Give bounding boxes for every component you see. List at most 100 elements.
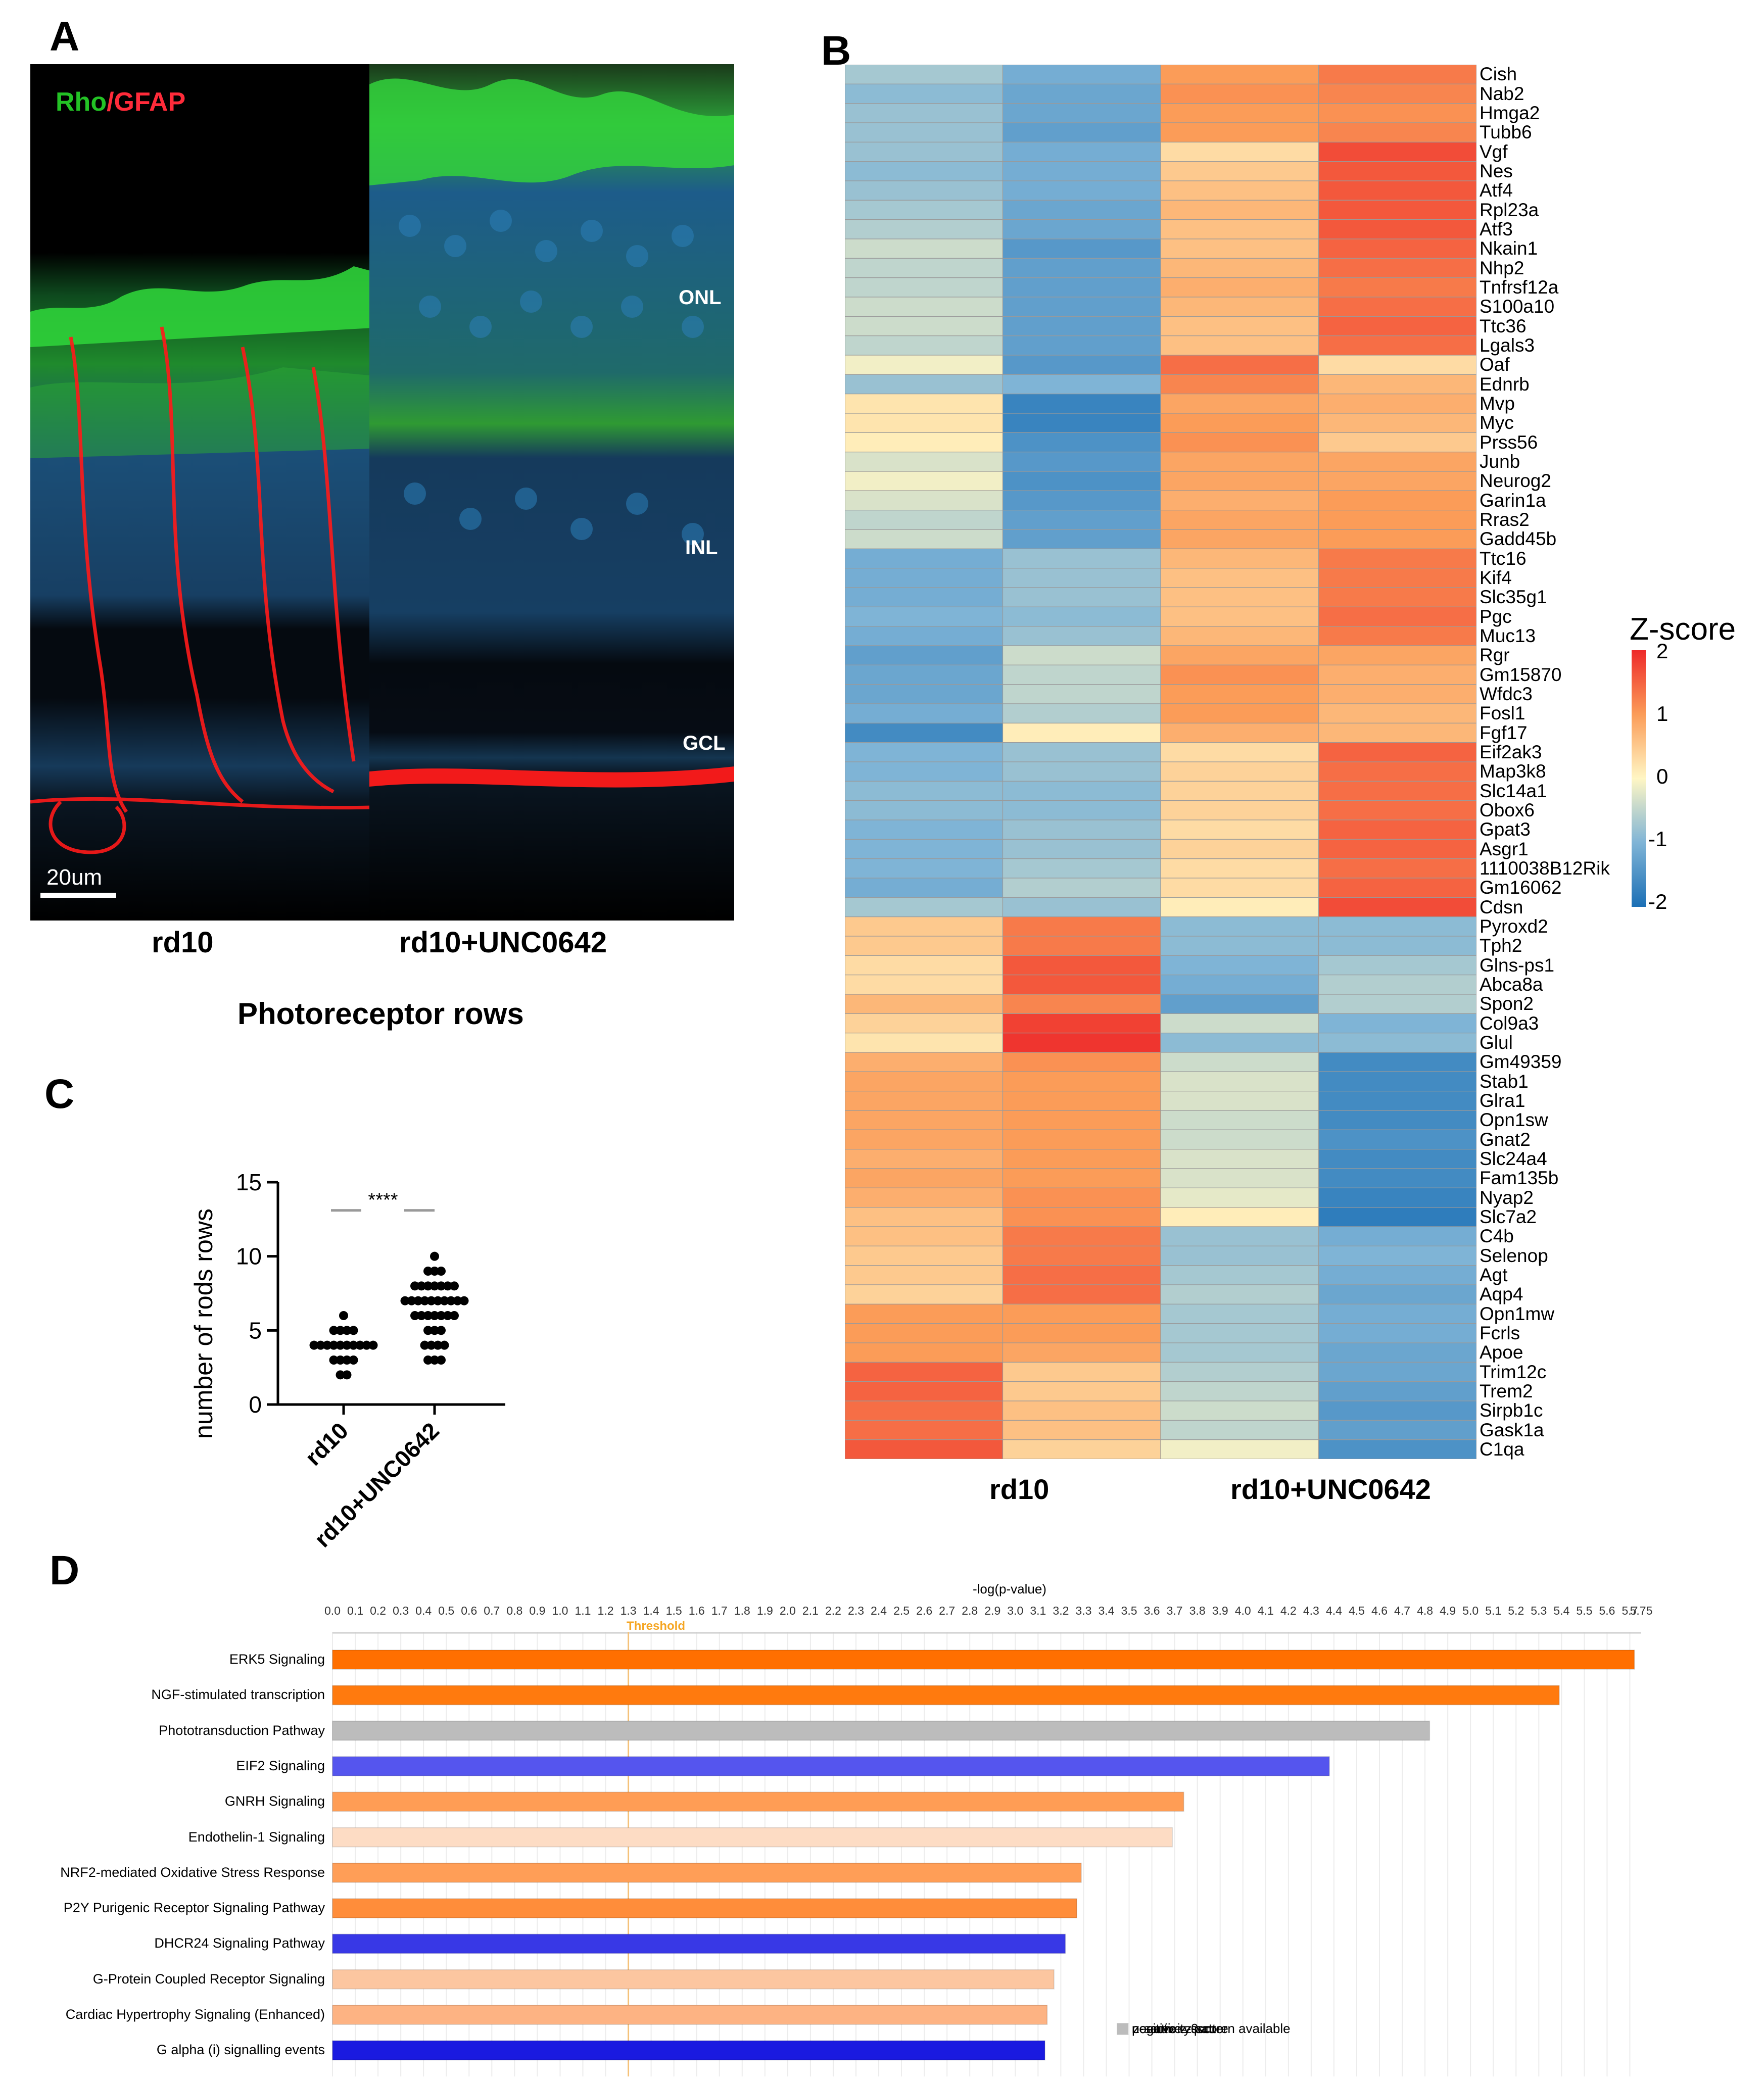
chart-c-point-rd10-2 (342, 1370, 352, 1380)
heatmap-cell-s100a10-4 (1318, 297, 1476, 317)
chart-c-point-rd10-unc0642-8 (417, 1281, 426, 1291)
chart-c-point-rd10-unc0642-6 (437, 1311, 446, 1320)
chart-d-tick-2-6: 2.6 (916, 1604, 933, 1617)
heatmap-cell-nhp2-4 (1318, 258, 1476, 278)
chart-d-bar-dhcr24-signaling-pathway (332, 1933, 1066, 1954)
chart-c-point-rd10-unc0642-7 (446, 1296, 456, 1305)
heatmap-cell-garin1a-1 (845, 490, 1004, 511)
chart-d-tick-1-8: 1.8 (734, 1604, 750, 1617)
heatmap-cell-pgc-2 (1002, 606, 1161, 627)
heatmap-cell-cish-4 (1318, 65, 1476, 84)
heatmap-cell-nes-1 (845, 161, 1004, 181)
heatmap-cell-trem2-3 (1160, 1381, 1319, 1401)
gene-label-mvp: Mvp (1480, 393, 1515, 414)
heatmap-cell-col9a3-1 (845, 1013, 1004, 1034)
scale-tick-0: 0 (1656, 764, 1668, 788)
chart-d-tick-4-8: 4.8 (1417, 1604, 1434, 1617)
gene-label-slc24a4: Slc24a4 (1480, 1148, 1547, 1169)
heatmap-cell-tph2-3 (1160, 936, 1319, 956)
chart-d-tick-2-8: 2.8 (962, 1604, 978, 1617)
heatmap-cell-ednrb-1 (845, 374, 1004, 395)
heatmap-cell-slc35g1-2 (1002, 587, 1161, 607)
heatmap-cell-nab2-4 (1318, 83, 1476, 104)
heatmap-cell-gnat2-2 (1002, 1129, 1161, 1150)
gene-label-gask1a: Gask1a (1480, 1419, 1544, 1440)
chart-c-point-rd10-unc0642-7 (440, 1296, 449, 1305)
heatmap-cell-gpat3-3 (1160, 819, 1319, 840)
heatmap-cell-ttc16-4 (1318, 548, 1476, 569)
scale-tick-1: 1 (1656, 702, 1668, 725)
micrograph-rd10-image (30, 64, 391, 921)
heatmap-cell-garin1a-4 (1318, 490, 1476, 511)
gene-label-s100a10: S100a10 (1480, 296, 1555, 317)
heatmap-cell-s100a10-1 (845, 297, 1004, 317)
stain-legend-gfap: GFAP (114, 87, 186, 117)
heatmap-cell-stab1-2 (1002, 1071, 1161, 1092)
heatmap-cell-oaf-2 (1002, 355, 1161, 375)
chart-d-bar-g-protein-coupled-receptor-signaling (332, 1969, 1055, 1990)
heatmap-cell-tnfrsf12a-3 (1160, 277, 1319, 298)
gene-label-slc35g1: Slc35g1 (1480, 587, 1547, 608)
gene-label-ednrb: Ednrb (1480, 373, 1530, 395)
heatmap-cell-nes-3 (1160, 161, 1319, 181)
heatmap-cell-glns-ps1-3 (1160, 955, 1319, 976)
heatmap-cell-gm15870-1 (845, 664, 1004, 685)
heatmap-cell-apoe-2 (1002, 1342, 1161, 1363)
gene-label-c1qa: C1qa (1480, 1438, 1524, 1460)
heatmap-cell-fcrls-3 (1160, 1323, 1319, 1343)
heatmap-cell-fcrls-4 (1318, 1323, 1476, 1343)
gene-label-cdsn: Cdsn (1480, 896, 1523, 917)
heatmap-cell-gpat3-2 (1002, 819, 1161, 840)
heatmap-cell-atf3-1 (845, 219, 1004, 239)
heatmap-cell-ttc36-2 (1002, 316, 1161, 336)
heatmap-cell-prss56-1 (845, 432, 1004, 453)
heatmap-cell-map3k8-1 (845, 761, 1004, 782)
heatmap-cell-cdsn-1 (845, 897, 1004, 917)
heatmap-cell-ednrb-4 (1318, 374, 1476, 395)
chart-c-title: Photoreceptor rows (237, 997, 524, 1031)
chart-d-label-g-alpha-i-signalling-events: G alpha (i) signalling events (156, 2042, 325, 2058)
heatmap-cell-nyap2-4 (1318, 1187, 1476, 1208)
chart-d-label-ngf-stimulated-transcription: NGF-stimulated transcription (151, 1687, 325, 1703)
stain-legend: Rho/GFAP (56, 87, 185, 117)
heatmap-cell-asgr1-2 (1002, 839, 1161, 859)
chart-d-tick-4-1: 4.1 (1257, 1604, 1274, 1617)
chart-d-tick-2-1: 2.1 (802, 1604, 819, 1617)
chart-d-tick-5-0: 5.0 (1462, 1604, 1479, 1617)
heatmap-cell-neurog2-1 (845, 471, 1004, 491)
heatmap-cell-eif2ak3-2 (1002, 742, 1161, 762)
heatmap-cell-atf3-4 (1318, 219, 1476, 239)
heatmap-cell-sirpb1c-1 (845, 1400, 1004, 1421)
chart-c-ytick-label-15: 15 (236, 1169, 262, 1195)
heatmap-cell-atf4-1 (845, 180, 1004, 201)
gene-label-lgals3: Lgals3 (1480, 334, 1535, 356)
heatmap-cell-fam135b-4 (1318, 1168, 1476, 1188)
heatmap-cell-nyap2-2 (1002, 1187, 1161, 1208)
heatmap-cell-slc35g1-1 (845, 587, 1004, 607)
chart-c-point-rd10-unc0642-7 (426, 1296, 436, 1305)
heatmap-cell-tph2-2 (1002, 936, 1161, 956)
heatmap-cell-abca8a-2 (1002, 975, 1161, 995)
micrograph-rd10-unc0642: ONL INL GCL (369, 64, 734, 921)
gene-label-atf3: Atf3 (1480, 218, 1513, 239)
heatmap-cell-selenop-1 (845, 1245, 1004, 1266)
heatmap-cell-map3k8-3 (1160, 761, 1319, 782)
heatmap-cell-aqp4-3 (1160, 1284, 1319, 1304)
heatmap-cell-gask1a-3 (1160, 1420, 1319, 1440)
heatmap-cell-fosl1-3 (1160, 703, 1319, 723)
chart-d-tick-3-5: 3.5 (1121, 1604, 1137, 1617)
chart-d-tick-0-5: 0.5 (438, 1604, 455, 1617)
heatmap-cell-gm16062-1 (845, 878, 1004, 898)
chart-d-tick-3-1: 3.1 (1030, 1604, 1046, 1617)
chart-c-point-rd10-4 (336, 1340, 345, 1350)
heatmap-cell-slc24a4-1 (845, 1149, 1004, 1169)
chart-c-point-rd10-4 (342, 1340, 352, 1350)
chart-d-bar-erk5-signaling (332, 1650, 1635, 1670)
chart-d-tick-1-2: 1.2 (597, 1604, 614, 1617)
heatmap-cell-obox6-2 (1002, 800, 1161, 820)
chart-c-point-rd10-unc0642-3 (423, 1356, 433, 1365)
chart-d-tick-2-3: 2.3 (848, 1604, 864, 1617)
heatmap-cell-col9a3-2 (1002, 1013, 1161, 1034)
heatmap-cell-trim12c-2 (1002, 1362, 1161, 1382)
